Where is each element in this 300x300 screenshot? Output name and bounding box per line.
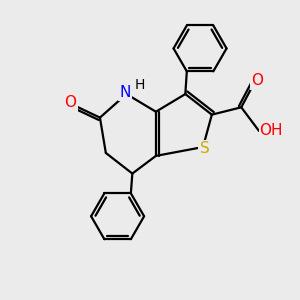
Text: O: O — [64, 95, 76, 110]
Text: O: O — [251, 73, 263, 88]
Text: S: S — [200, 141, 209, 156]
Text: N: N — [119, 85, 131, 100]
Text: H: H — [134, 78, 145, 92]
Text: OH: OH — [260, 123, 283, 138]
